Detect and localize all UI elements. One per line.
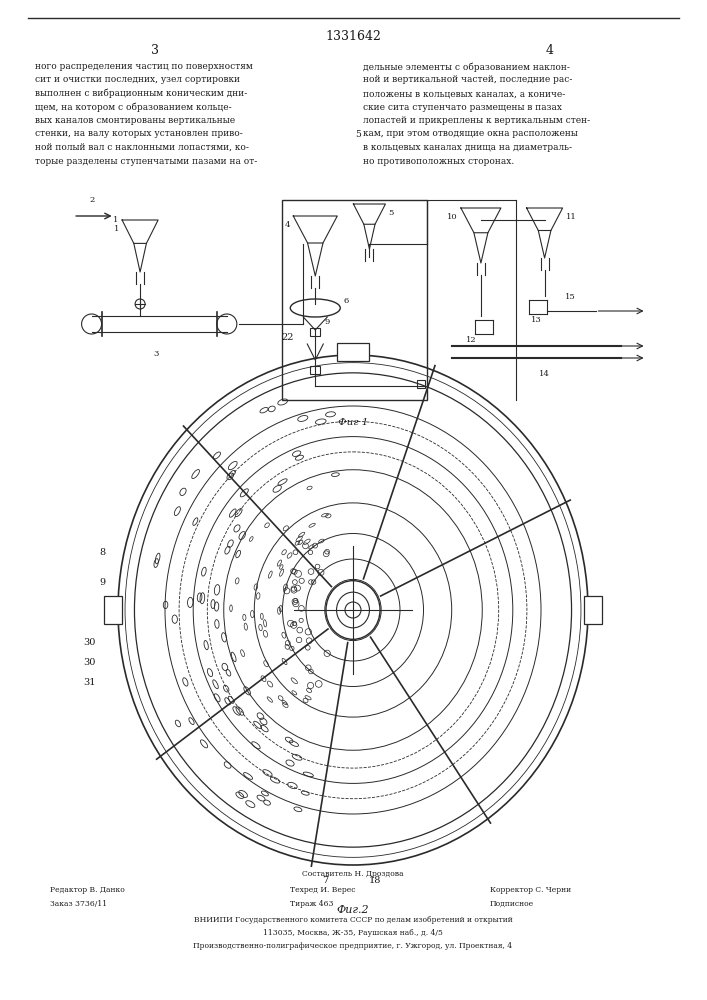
Text: 5: 5 — [388, 209, 394, 217]
Text: 8: 8 — [100, 548, 106, 557]
Text: Редактор В. Данко: Редактор В. Данко — [50, 886, 124, 894]
Text: 9: 9 — [100, 578, 106, 587]
Text: 10: 10 — [448, 213, 458, 221]
Text: 7: 7 — [322, 876, 328, 885]
Bar — [104, 596, 122, 624]
Text: Составитель Н. Дроздова: Составитель Н. Дроздова — [302, 870, 404, 878]
Bar — [310, 366, 320, 374]
Text: 12: 12 — [466, 336, 477, 344]
Text: ной полый вал с наклонными лопастями, ко-: ной полый вал с наклонными лопастями, ко… — [35, 143, 249, 152]
Text: Фиг 1: Фиг 1 — [338, 418, 368, 427]
Text: лопастей и прикреплены к вертикальным стен-: лопастей и прикреплены к вертикальным ст… — [363, 116, 590, 125]
Text: Тираж 463: Тираж 463 — [290, 900, 334, 908]
Text: сит и очистки последних, узел сортировки: сит и очистки последних, узел сортировки — [35, 76, 240, 85]
Text: торые разделены ступенчатыми пазами на от-: торые разделены ступенчатыми пазами на о… — [35, 156, 257, 165]
Text: выполнен с вибрационным коническим дни-: выполнен с вибрационным коническим дни- — [35, 89, 247, 99]
Text: 15: 15 — [565, 293, 575, 301]
Text: ной и вертикальной частей, последние рас-: ной и вертикальной частей, последние рас… — [363, 76, 573, 85]
Bar — [417, 380, 425, 388]
Text: 11: 11 — [566, 213, 576, 221]
Text: 1: 1 — [112, 216, 118, 224]
Text: 9: 9 — [325, 318, 330, 326]
Text: 14: 14 — [539, 370, 550, 378]
Circle shape — [345, 602, 361, 618]
Text: 3: 3 — [153, 350, 158, 358]
Text: 22: 22 — [282, 333, 294, 342]
Text: но противоположных сторонах.: но противоположных сторонах. — [363, 156, 514, 165]
Text: щем, на котором с образованием кольце-: щем, на котором с образованием кольце- — [35, 103, 232, 112]
Text: ВНИИПИ Государственного комитета СССР по делам изобретений и открытий: ВНИИПИ Государственного комитета СССР по… — [194, 916, 513, 924]
Text: в кольцевых каналах днища на диаметраль-: в кольцевых каналах днища на диаметраль- — [363, 143, 572, 152]
Text: 13: 13 — [531, 316, 542, 324]
Text: ного распределения частиц по поверхностям: ного распределения частиц по поверхностя… — [35, 62, 252, 71]
Text: Техред И. Верес: Техред И. Верес — [290, 886, 356, 894]
Bar — [337, 343, 369, 361]
Text: Заказ 3736/11: Заказ 3736/11 — [50, 900, 107, 908]
Text: 1331642: 1331642 — [325, 30, 381, 43]
Text: 30: 30 — [83, 658, 96, 667]
Text: Фиг.2: Фиг.2 — [337, 905, 369, 915]
Bar — [338, 605, 368, 615]
Text: 30: 30 — [83, 638, 96, 647]
Ellipse shape — [326, 581, 380, 639]
Text: стенки, на валу которых установлен приво-: стенки, на валу которых установлен приво… — [35, 129, 243, 138]
Text: 2: 2 — [90, 196, 95, 204]
Text: дельные элементы с образованием наклон-: дельные элементы с образованием наклон- — [363, 62, 570, 72]
Text: 5: 5 — [355, 130, 361, 139]
Text: положены в кольцевых каналах, а кониче-: положены в кольцевых каналах, а кониче- — [363, 89, 566, 98]
Text: Корректор С. Черни: Корректор С. Черни — [490, 886, 571, 894]
Bar — [282, 200, 427, 400]
Text: кам, при этом отводящие окна расположены: кам, при этом отводящие окна расположены — [363, 129, 578, 138]
Text: 1: 1 — [114, 225, 119, 233]
Text: ские сита ступенчато размещены в пазах: ские сита ступенчато размещены в пазах — [363, 103, 562, 111]
Text: 113035, Москва, Ж-35, Раушская наб., д. 4/5: 113035, Москва, Ж-35, Раушская наб., д. … — [263, 929, 443, 937]
Ellipse shape — [337, 592, 370, 628]
Text: 31: 31 — [83, 678, 96, 687]
Text: 4: 4 — [546, 44, 554, 57]
Text: 6: 6 — [344, 297, 349, 305]
Text: вых каналов смонтированы вертикальные: вых каналов смонтированы вертикальные — [35, 116, 235, 125]
Bar — [584, 596, 602, 624]
Text: Подписное: Подписное — [490, 900, 534, 908]
Bar — [310, 328, 320, 336]
Text: Производственно-полиграфическое предприятие, г. Ужгород, ул. Проектная, 4: Производственно-полиграфическое предприя… — [194, 942, 513, 950]
Text: 18: 18 — [369, 876, 381, 885]
Text: 4: 4 — [285, 221, 291, 229]
Text: 3: 3 — [151, 44, 159, 57]
